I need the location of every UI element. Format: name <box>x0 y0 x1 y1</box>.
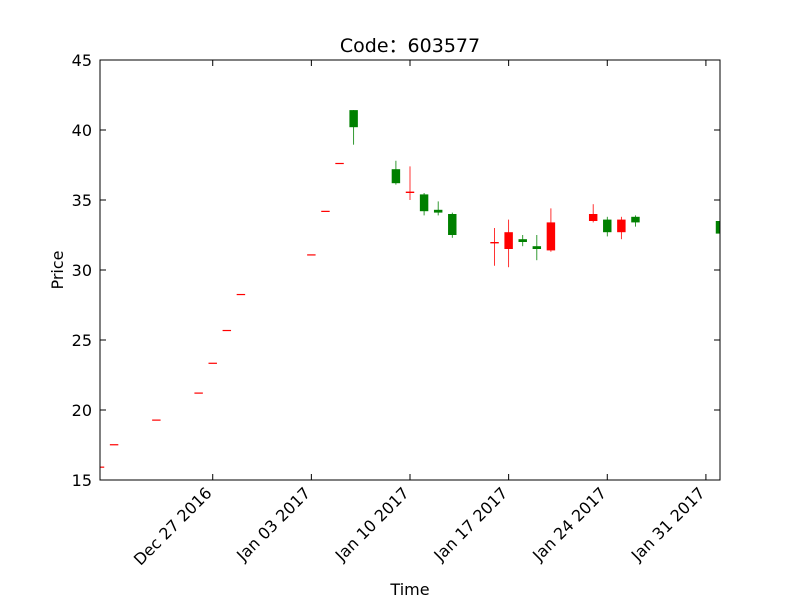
candle-body <box>222 329 232 332</box>
candle <box>715 219 720 238</box>
y-tick-label: 45 <box>72 51 92 70</box>
candle <box>335 162 344 165</box>
candle <box>617 216 626 240</box>
candle <box>194 392 203 394</box>
candle <box>546 208 556 252</box>
candle <box>490 228 499 266</box>
candle <box>588 204 598 223</box>
candle <box>100 466 105 468</box>
y-tick-label: 30 <box>72 261 92 280</box>
candle-body <box>321 210 330 212</box>
candle <box>222 329 232 332</box>
candle <box>419 193 429 216</box>
candle <box>391 160 401 185</box>
candle-body <box>391 169 401 184</box>
y-tick-label: 25 <box>72 331 92 350</box>
candle-body <box>532 246 542 249</box>
x-tick-label: Jan 10 2017 <box>331 483 413 565</box>
candle <box>603 216 612 237</box>
candle <box>321 210 330 212</box>
candle <box>504 219 513 268</box>
candle-body <box>433 209 443 213</box>
candle-body <box>490 242 499 244</box>
candle <box>448 212 457 238</box>
candle-body <box>419 194 429 212</box>
candle-body <box>335 162 344 165</box>
candle <box>405 166 415 200</box>
candle <box>109 444 119 446</box>
candle-body <box>631 216 640 223</box>
candle-body <box>307 254 316 256</box>
x-tick-label: Jan 31 2017 <box>627 483 709 565</box>
chart-title: Code：603577 <box>340 35 480 57</box>
candle <box>152 419 161 421</box>
y-tick-label: 40 <box>72 121 92 140</box>
candle <box>236 293 246 296</box>
candle-body <box>100 466 105 468</box>
candle-body <box>208 362 217 364</box>
candle-body <box>349 110 358 128</box>
candle <box>433 201 443 216</box>
x-tick-label: Jan 17 2017 <box>429 483 511 565</box>
candle-body <box>152 419 161 421</box>
candle <box>532 235 542 261</box>
candle <box>307 254 316 256</box>
candle <box>349 110 358 145</box>
candle-body <box>588 214 598 221</box>
y-tick-label: 35 <box>72 191 92 210</box>
candle-body <box>603 219 612 233</box>
candle-body <box>715 221 720 234</box>
candle <box>631 215 640 227</box>
y-axis-title: Price <box>48 250 67 289</box>
candle-body <box>194 392 203 394</box>
candle <box>518 235 527 247</box>
candle-body <box>518 239 527 242</box>
x-tick-label: Jan 03 2017 <box>232 483 314 565</box>
x-tick-label: Jan 24 2017 <box>528 483 610 565</box>
candle-body <box>617 219 626 233</box>
candles-layer <box>100 110 720 468</box>
candle-body <box>405 191 415 193</box>
candle-body <box>546 222 556 251</box>
candle-body <box>504 232 513 249</box>
x-tick-label: Dec 27 2016 <box>130 483 216 569</box>
x-axis-title: Time <box>389 580 429 599</box>
candle-body <box>109 444 119 446</box>
candle <box>208 362 217 364</box>
candle-body <box>448 214 457 235</box>
y-tick-label: 20 <box>72 401 92 420</box>
candle-body <box>236 293 246 296</box>
plot-frame <box>99 59 721 481</box>
y-tick-label: 15 <box>72 471 92 490</box>
